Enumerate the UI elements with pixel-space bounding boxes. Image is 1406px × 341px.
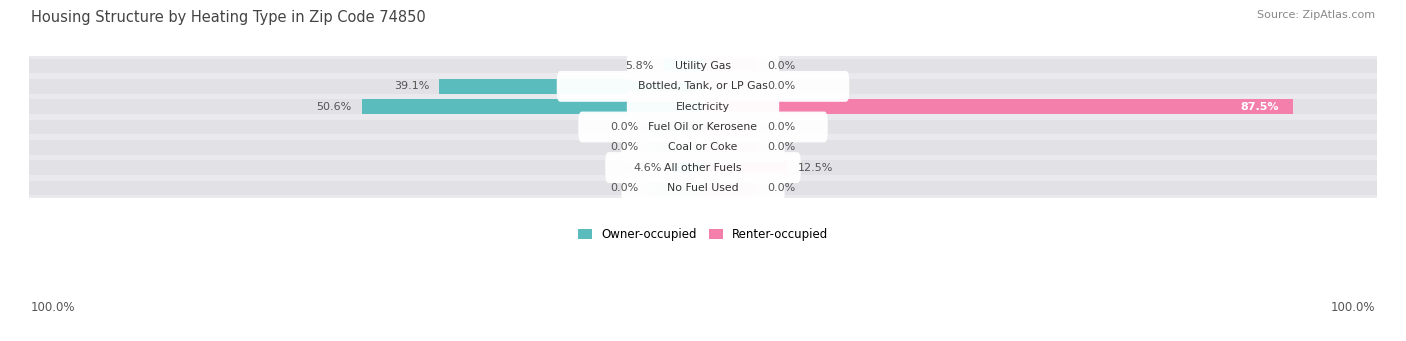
Text: 100.0%: 100.0% [1330,301,1375,314]
Bar [703,99,1376,114]
Bar [30,181,703,195]
Text: 100.0%: 100.0% [31,301,76,314]
FancyBboxPatch shape [557,71,849,102]
Bar [361,99,703,114]
FancyBboxPatch shape [27,82,1379,131]
Bar [703,59,1376,73]
Text: 0.0%: 0.0% [768,81,796,91]
Bar [650,181,703,195]
Bar [664,59,703,73]
Text: 0.0%: 0.0% [768,142,796,152]
Text: 50.6%: 50.6% [316,102,352,112]
Text: 0.0%: 0.0% [610,183,638,193]
Text: Utility Gas: Utility Gas [675,61,731,71]
Text: 87.5%: 87.5% [1240,102,1279,112]
Bar [703,79,756,94]
Bar [30,79,703,94]
Text: 0.0%: 0.0% [768,122,796,132]
FancyBboxPatch shape [621,173,785,203]
Text: Bottled, Tank, or LP Gas: Bottled, Tank, or LP Gas [638,81,768,91]
FancyBboxPatch shape [27,143,1379,192]
Bar [650,120,703,134]
FancyBboxPatch shape [27,62,1379,111]
FancyBboxPatch shape [627,51,779,81]
Bar [703,181,756,195]
Bar [703,181,1376,195]
Bar [703,160,1376,175]
Bar [703,160,787,175]
Bar [703,140,1376,154]
FancyBboxPatch shape [27,42,1379,91]
Bar [30,99,703,114]
Text: 5.8%: 5.8% [626,61,654,71]
Text: 4.6%: 4.6% [634,163,662,173]
Bar [703,59,756,73]
FancyBboxPatch shape [578,112,828,143]
Bar [30,140,703,154]
FancyBboxPatch shape [27,163,1379,212]
FancyBboxPatch shape [627,91,779,122]
Text: Source: ZipAtlas.com: Source: ZipAtlas.com [1257,10,1375,20]
Bar [703,120,1376,134]
Text: 0.0%: 0.0% [610,142,638,152]
Bar [440,79,703,94]
Bar [703,140,756,154]
FancyBboxPatch shape [621,132,785,163]
Bar [672,160,703,175]
Text: 0.0%: 0.0% [610,122,638,132]
Text: Housing Structure by Heating Type in Zip Code 74850: Housing Structure by Heating Type in Zip… [31,10,426,25]
Text: No Fuel Used: No Fuel Used [668,183,738,193]
FancyBboxPatch shape [27,123,1379,172]
Text: 0.0%: 0.0% [768,183,796,193]
Bar [650,140,703,154]
Bar [703,79,1376,94]
Text: 0.0%: 0.0% [768,61,796,71]
Text: 12.5%: 12.5% [797,163,832,173]
FancyBboxPatch shape [605,152,801,183]
Bar [703,99,1292,114]
Text: Coal or Coke: Coal or Coke [668,142,738,152]
Text: Fuel Oil or Kerosene: Fuel Oil or Kerosene [648,122,758,132]
Text: All other Fuels: All other Fuels [664,163,742,173]
Bar [30,59,703,73]
FancyBboxPatch shape [27,102,1379,151]
Bar [703,120,756,134]
Text: 39.1%: 39.1% [394,81,429,91]
Legend: Owner-occupied, Renter-occupied: Owner-occupied, Renter-occupied [572,224,834,246]
Text: Electricity: Electricity [676,102,730,112]
Bar [30,160,703,175]
Bar [30,120,703,134]
